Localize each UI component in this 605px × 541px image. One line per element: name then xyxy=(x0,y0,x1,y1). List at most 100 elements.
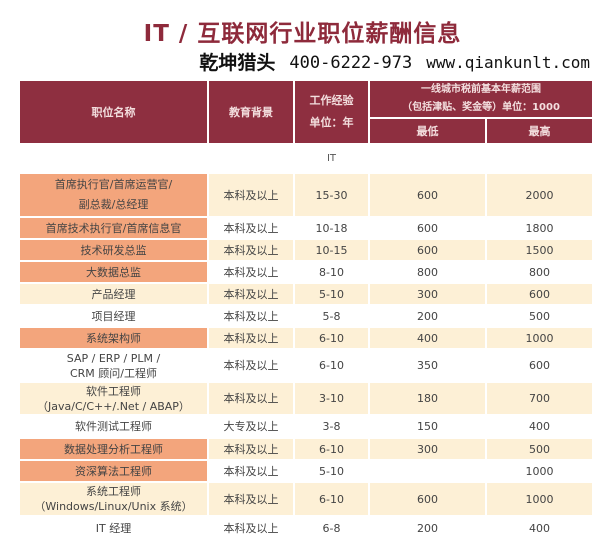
max-salary-cell: 1500 xyxy=(487,240,592,260)
max-salary-cell: 600 xyxy=(487,284,592,304)
education-cell: 本科及以上 xyxy=(209,262,293,282)
max-salary-cell: 400 xyxy=(487,416,592,437)
table-row: SAP / ERP / PLM / CRM 顾问/工程师 本科及以上 6-10 350 6… xyxy=(20,350,592,381)
experience-cell: 6-10 xyxy=(295,328,368,348)
max-salary-cell: 1000 xyxy=(487,483,592,515)
education-cell: 本科及以上 xyxy=(209,461,293,481)
position-cell: 软件测试工程师 xyxy=(20,416,207,437)
position-cell: 软件工程师 （Java/C/C++/.Net / ABAP） xyxy=(20,383,207,414)
education-cell: 本科及以上 xyxy=(209,350,293,381)
position-name: 项目经理 xyxy=(91,309,136,323)
education-cell: 本科及以上 xyxy=(209,517,293,539)
education-cell: 本科及以上 xyxy=(209,284,293,304)
max-salary-cell: 500 xyxy=(487,439,592,459)
experience-cell: 10-15 xyxy=(295,240,368,260)
experience-cell: 10-18 xyxy=(295,218,368,238)
page-title: IT / 互联网行业职位薪酬信息 xyxy=(143,21,462,47)
experience-cell: 3-8 xyxy=(295,416,368,437)
experience-cell: 6-10 xyxy=(295,350,368,381)
table-row: 产品经理 本科及以上 5-10 300 600 xyxy=(20,284,592,304)
header-salary-range: 一线城市税前基本年薪范围 （包括津贴、奖金等）单位：1000 xyxy=(370,81,592,117)
experience-cell: 6-10 xyxy=(295,439,368,459)
header-salary-unit: （包括津贴、奖金等）单位：1000 xyxy=(402,102,560,113)
max-salary-cell: 500 xyxy=(487,306,592,326)
position-name: 系统架构师 xyxy=(86,331,141,345)
header-experience-unit: 单位：年 xyxy=(309,116,354,129)
max-salary-cell: 1000 xyxy=(487,461,592,481)
position-name: 大数据总监 xyxy=(86,265,141,279)
header-position: 职位名称 xyxy=(20,81,207,143)
watermark-url: www.qiankunlt.com xyxy=(426,53,590,72)
max-salary-cell: 1800 xyxy=(487,218,592,238)
min-salary-cell: 600 xyxy=(370,218,485,238)
education-cell: 大专及以上 xyxy=(209,416,293,437)
position-name: 软件工程师 xyxy=(86,384,141,398)
education-cell: 本科及以上 xyxy=(209,174,293,216)
experience-cell: 8-10 xyxy=(295,262,368,282)
max-salary-cell: 1000 xyxy=(487,328,592,348)
min-salary-cell: 300 xyxy=(370,439,485,459)
position-cell: 项目经理 xyxy=(20,306,207,326)
position-name: 软件测试工程师 xyxy=(75,420,152,433)
education-cell: 本科及以上 xyxy=(209,328,293,348)
watermark-name: 乾坤猎头 xyxy=(199,52,276,74)
table-row: 系统架构师 本科及以上 6-10 400 1000 xyxy=(20,328,592,348)
position-name: 技术研发总监 xyxy=(80,243,147,257)
header-min: 最低 xyxy=(370,119,485,143)
header-max: 最高 xyxy=(487,119,592,143)
min-salary-cell: 200 xyxy=(370,306,485,326)
table-row: 软件工程师 （Java/C/C++/.Net / ABAP） 本科及以上 3-10 18… xyxy=(20,383,592,414)
education-cell: 本科及以上 xyxy=(209,383,293,414)
position-cell: 资深算法工程师 xyxy=(20,461,207,481)
experience-cell: 5-10 xyxy=(295,461,368,481)
min-salary-cell: 600 xyxy=(370,483,485,515)
experience-cell: 3-10 xyxy=(295,383,368,414)
position-cell: 数据处理分析工程师 xyxy=(20,439,207,459)
table-row: 系统工程师 （Windows/Linux/Unix 系统） 本科及以上 6-10 600… xyxy=(20,483,592,515)
position-cell: 产品经理 xyxy=(20,284,207,304)
max-salary-cell: 800 xyxy=(487,262,592,282)
position-cell: 技术研发总监 xyxy=(20,240,207,260)
watermark-phone: 400-6222-973 xyxy=(289,53,413,73)
header-experience: 工作经验 单位：年 xyxy=(295,81,368,143)
min-salary-cell: 400 xyxy=(370,328,485,348)
education-cell: 本科及以上 xyxy=(209,240,293,260)
table-row: 技术研发总监 本科及以上 10-15 600 1500 xyxy=(20,240,592,260)
max-salary-cell: 400 xyxy=(487,517,592,539)
education-cell: 本科及以上 xyxy=(209,439,293,459)
position-cell: 大数据总监 xyxy=(20,262,207,282)
table-row: 项目经理 本科及以上 5-8 200 500 xyxy=(20,306,592,326)
position-cell: 系统架构师 xyxy=(20,328,207,348)
min-salary-cell: 200 xyxy=(370,517,485,539)
header-salary-label: 一线城市税前基本年薪范围 xyxy=(421,84,541,95)
min-salary-cell xyxy=(370,461,485,481)
table-row: 大数据总监 本科及以上 8-10 800 800 xyxy=(20,262,592,282)
min-salary-cell: 800 xyxy=(370,262,485,282)
education-cell: 本科及以上 xyxy=(209,218,293,238)
header-education: 教育背景 xyxy=(209,81,293,143)
experience-cell: 5-10 xyxy=(295,284,368,304)
position-cell: 首席技术执行官/首席信息官 xyxy=(20,218,207,238)
min-salary-cell: 600 xyxy=(370,240,485,260)
position-name: 首席技术执行官/首席信息官 xyxy=(45,221,182,235)
section-label: IT xyxy=(295,145,368,172)
position-name: 资深算法工程师 xyxy=(75,464,152,478)
section-row: IT xyxy=(20,145,592,172)
max-salary-cell: 600 xyxy=(487,350,592,381)
position-cell: IT 经理 xyxy=(20,517,207,539)
position-name: SAP / ERP / PLM / xyxy=(66,351,161,365)
salary-table: 职位名称 教育背景 工作经验 单位：年 一线城市税前基本年薪范围 （包括津贴、奖金等… xyxy=(18,79,594,541)
min-salary-cell: 300 xyxy=(370,284,485,304)
position-name: IT 经理 xyxy=(95,521,132,535)
table-row: 软件测试工程师 大专及以上 3-8 150 400 xyxy=(20,416,592,437)
experience-cell: 5-8 xyxy=(295,306,368,326)
max-salary-cell: 2000 xyxy=(487,174,592,216)
position-name: 首席执行官/首席运营官/ xyxy=(54,178,173,191)
min-salary-cell: 180 xyxy=(370,383,485,414)
position-name-detail: 副总裁/总经理 xyxy=(78,198,149,211)
min-salary-cell: 600 xyxy=(370,174,485,216)
watermark: 乾坤猎头 400-6222-973 www.qiankunlt.com xyxy=(18,50,590,76)
position-cell: SAP / ERP / PLM / CRM 顾问/工程师 xyxy=(20,350,207,381)
min-salary-cell: 350 xyxy=(370,350,485,381)
position-cell: 首席执行官/首席运营官/副总裁/总经理 xyxy=(20,174,207,216)
